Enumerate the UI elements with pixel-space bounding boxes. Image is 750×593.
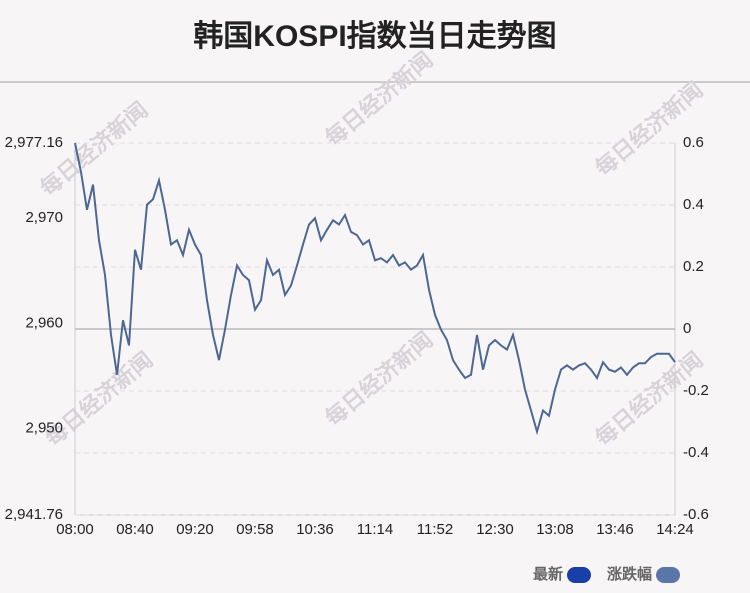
y-tick-label: 2,960 [25, 314, 63, 331]
y2-tick-label: 0 [683, 320, 691, 337]
x-tick-label: 08:40 [116, 521, 154, 538]
watermark: 每日经济新闻 [320, 47, 438, 152]
price-line [74, 142, 676, 436]
x-tick-label: 12:30 [476, 521, 514, 538]
legend-swatch [656, 567, 681, 583]
chart-title: 韩国KOSPI指数当日走势图 [193, 20, 556, 53]
y2-tick-label: -0.6 [683, 506, 709, 523]
x-tick-label: 13:46 [596, 521, 634, 538]
watermark: 每日经济新闻 [590, 347, 708, 452]
x-tick-label: 14:24 [656, 521, 694, 538]
x-tick-label: 11:52 [417, 521, 453, 538]
y2-tick-label: 0.4 [683, 196, 704, 213]
y-tick-label: 2,970 [25, 209, 63, 226]
y2-tick-label: 0.2 [683, 258, 704, 275]
y2-tick-label: 0.6 [683, 134, 704, 151]
legend-swatch [567, 567, 592, 583]
x-tick-label: 11:14 [357, 521, 393, 538]
legend-label: 涨跌幅 [607, 565, 652, 583]
y-tick-label: 2,950 [25, 419, 63, 436]
y2-tick-label: -0.2 [683, 382, 709, 399]
x-tick-label: 09:58 [236, 521, 274, 538]
y-tick-label: 2,977.16 [5, 134, 63, 151]
y2-tick-label: -0.4 [683, 444, 709, 461]
x-tick-label: 09:20 [176, 521, 214, 538]
x-tick-label: 10:36 [296, 521, 334, 538]
x-tick-label: 08:00 [56, 521, 94, 538]
watermark: 每日经济新闻 [590, 77, 708, 182]
x-tick-label: 13:08 [536, 521, 574, 538]
y-tick-label: 2,941.76 [5, 506, 63, 523]
legend-label: 最新 [533, 565, 563, 583]
watermark: 每日经济新闻 [320, 327, 438, 432]
